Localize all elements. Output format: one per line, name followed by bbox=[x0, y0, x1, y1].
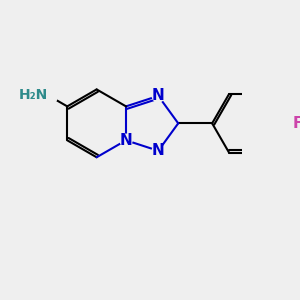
Text: F: F bbox=[293, 116, 300, 131]
Circle shape bbox=[292, 117, 300, 129]
Text: N: N bbox=[152, 88, 165, 104]
Circle shape bbox=[152, 145, 164, 157]
Circle shape bbox=[152, 90, 164, 102]
Circle shape bbox=[120, 134, 132, 146]
Text: N: N bbox=[120, 133, 132, 148]
Circle shape bbox=[39, 86, 58, 105]
Text: N: N bbox=[152, 143, 165, 158]
Text: H₂N: H₂N bbox=[19, 88, 48, 103]
